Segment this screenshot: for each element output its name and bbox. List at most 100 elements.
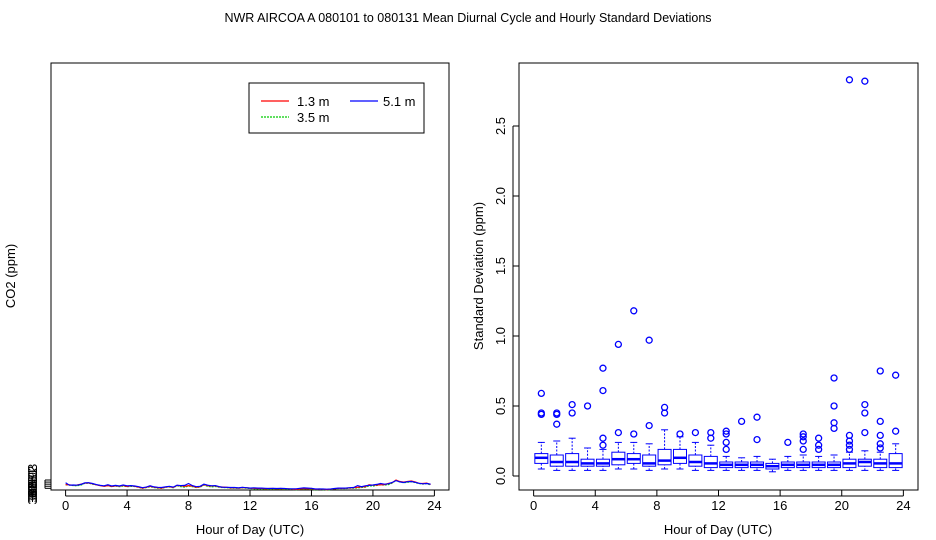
box-outlier — [537, 409, 545, 417]
boxplot-hour-7.5 — [642, 336, 657, 471]
box-outlier — [799, 430, 807, 438]
box-outlier — [691, 428, 700, 437]
boxplot-hour-19.5 — [827, 374, 842, 471]
legend-box — [248, 82, 425, 134]
box-outlier — [599, 386, 607, 395]
box-outlier — [753, 435, 761, 444]
box-outlier — [553, 420, 561, 428]
boxplot-hour-2.5 — [565, 400, 580, 471]
box-outlier — [599, 364, 607, 372]
co2-y-tick-label: 367.9 — [25, 472, 40, 505]
box-outlier — [614, 428, 623, 437]
box-outlier — [553, 409, 561, 417]
boxplot-hour-12.5 — [719, 427, 734, 471]
boxplot-hour-8.5 — [657, 403, 672, 470]
boxplot-hour-9.5 — [672, 430, 687, 470]
boxplot-hour-21.5 — [857, 77, 872, 471]
co2-x-label: Hour of Day (UTC) — [196, 522, 304, 537]
box-iqr — [657, 448, 672, 466]
co2-series-lines — [65, 479, 431, 491]
stddev-x-tick-label: 4 — [592, 498, 599, 513]
box-outlier — [861, 428, 869, 437]
boxplot-hour-4.5 — [595, 364, 610, 471]
co2-y-tick-label: 368.1 — [25, 468, 40, 501]
stddev-y-tick-label: 1.0 — [493, 327, 508, 345]
stddev-plot-frame — [518, 62, 919, 491]
box-outlier — [814, 434, 823, 442]
box-outlier — [876, 431, 884, 440]
boxplot-hour-11.5 — [703, 428, 718, 471]
stddev-x-tick-label: 20 — [835, 498, 849, 513]
boxplot-hour-5.5 — [611, 340, 626, 470]
stddev-x-tick-label: 0 — [530, 498, 537, 513]
boxplot-hour-20.5 — [842, 76, 857, 471]
box-outlier — [737, 417, 746, 426]
stddev-panel: 0 4 8 12 16 20 24 0.0 0.5 1.0 1.5 2.0 2.5 Hour of Da… — [471, 62, 919, 537]
box-outlier — [876, 367, 884, 375]
boxplot-hour-16.5 — [780, 438, 795, 471]
co2-line-5.1m — [65, 479, 431, 490]
stddev-axis-ticks: 0 4 8 12 16 20 24 0.0 0.5 1.0 1.5 2.0 2.5 — [493, 117, 911, 513]
boxplot-hour-6.5 — [626, 307, 641, 470]
box-outlier — [845, 431, 854, 440]
box-outlier — [861, 77, 869, 85]
stddev-y-tick-label: 2.0 — [493, 187, 508, 205]
stddev-y-tick-label: 0.5 — [493, 397, 508, 415]
box-outlier — [799, 445, 807, 454]
box-iqr — [642, 454, 657, 467]
box-outlier — [876, 440, 884, 448]
box-iqr — [672, 448, 687, 464]
boxplot-hour-17.5 — [796, 430, 811, 471]
box-outlier — [814, 445, 823, 454]
co2-y-tick-label: 368.0 — [25, 470, 40, 503]
boxplot-hour-22.5 — [873, 367, 888, 471]
box-outlier — [845, 441, 854, 449]
box-outlier — [722, 430, 730, 438]
co2-legend: 1.3 m 5.1 m 3.5 m — [248, 82, 425, 134]
stddev-x-tick-label: 16 — [773, 498, 787, 513]
co2-x-tick-label: 16 — [304, 498, 318, 513]
boxplot-hour-18.5 — [811, 434, 826, 471]
stddev-x-label: Hour of Day (UTC) — [664, 522, 772, 537]
box-outlier — [876, 444, 884, 452]
boxplot-hour-1.5 — [549, 409, 564, 471]
box-iqr — [888, 453, 903, 469]
box-outlier — [753, 413, 761, 421]
box-outlier — [814, 441, 823, 449]
legend-label-1.3m: 1.3 m — [297, 94, 330, 109]
stddev-x-tick-label: 8 — [653, 498, 660, 513]
box-outlier — [830, 419, 838, 427]
box-outlier — [583, 402, 592, 410]
boxplot-hour-13.5 — [734, 417, 749, 471]
boxplot-hour-23.5 — [888, 371, 903, 471]
box-outlier — [630, 307, 638, 315]
co2-x-tick-label: 12 — [243, 498, 257, 513]
box-outlier — [614, 340, 623, 349]
stddev-y-label: Standard Deviation (ppm) — [471, 202, 486, 350]
boxplot-hour-15.5 — [765, 458, 780, 473]
stddev-y-tick-label: 1.5 — [493, 257, 508, 275]
box-outlier — [537, 389, 545, 398]
boxplot-hour-10.5 — [688, 428, 703, 471]
box-outlier — [892, 427, 900, 435]
box-outlier — [830, 402, 838, 410]
box-outlier — [830, 374, 838, 382]
legend-label-3.5m: 3.5 m — [297, 110, 330, 125]
box-outlier — [722, 427, 730, 435]
stddev-y-tick-label: 2.5 — [493, 117, 508, 135]
stddev-x-tick-label: 12 — [711, 498, 725, 513]
box-outlier — [876, 417, 884, 426]
box-iqr — [565, 453, 580, 467]
co2-x-tick-label: 24 — [427, 498, 441, 513]
box-outlier — [845, 445, 854, 454]
chart-title: NWR AIRCOA A 080101 to 080131 Mean Diurn… — [224, 11, 711, 25]
co2-x-tick-label: 8 — [185, 498, 192, 513]
co2-x-tick-label: 0 — [62, 498, 69, 513]
box-iqr — [703, 455, 718, 469]
box-outlier — [861, 400, 869, 409]
box-outlier — [630, 430, 638, 438]
box-outlier — [784, 438, 792, 447]
